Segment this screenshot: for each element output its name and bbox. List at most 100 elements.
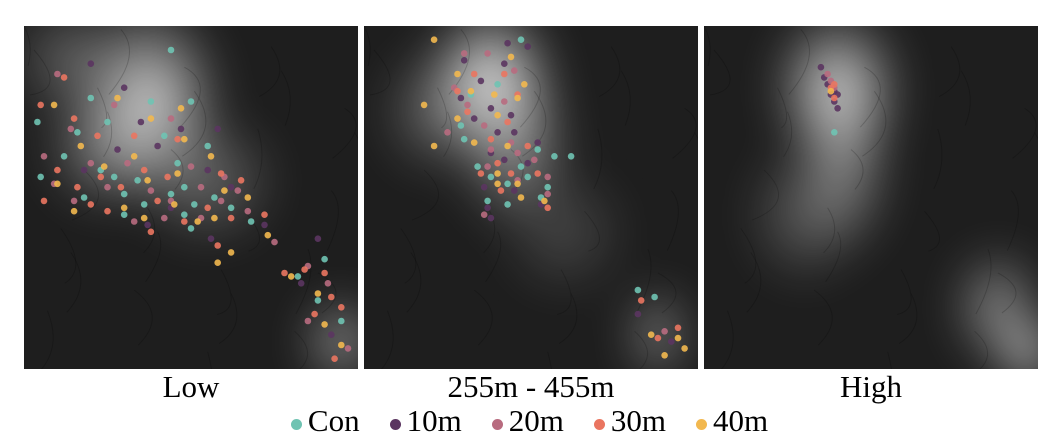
point-low-10m-11 [144,221,151,229]
point-low-20m-24 [304,317,312,325]
legend-swatch-30m [593,418,605,430]
point-high-20m-0 [824,70,831,78]
point-low-30m-3 [94,132,101,140]
legend-label-20m: 20m [508,403,564,438]
point-low-30m-18 [104,207,111,215]
point-low-20m-6 [124,159,131,167]
point-low-30m-2 [70,115,78,122]
point-mid-10m-11 [534,139,541,146]
point-mid-20m-4 [464,101,471,109]
terrain-shading [377,26,692,369]
point-low-20m-3 [167,115,175,122]
point-low-con-17 [167,190,175,198]
point-low-40m-26 [321,321,328,328]
legend-label-10m: 10m [406,403,462,438]
legend-item-40m: 40m [695,403,768,439]
point-mid-40m-5 [491,91,498,98]
point-mid-con-9 [517,163,525,170]
point-low-10m-13 [261,221,268,229]
point-low-30m-27 [328,293,335,301]
point-mid-40m-0 [430,36,438,43]
point-mid-40m-14 [514,180,521,188]
point-low-30m-28 [338,304,345,311]
point-low-40m-22 [214,259,221,266]
point-high-40m-0 [827,87,835,95]
point-low-20m-2 [67,125,75,133]
point-mid-30m-0 [470,70,478,78]
point-low-40m-11 [144,177,151,184]
point-low-10m-14 [297,280,305,287]
point-mid-20m-16 [480,211,488,218]
point-low-30m-15 [87,201,95,208]
point-mid-con-10 [487,173,495,181]
point-low-20m-14 [70,197,78,205]
point-low-40m-0 [50,101,58,109]
point-low-con-26 [120,211,128,218]
point-mid-con-15 [504,201,511,208]
point-low-20m-23 [324,280,332,287]
point-mid-con-17 [634,286,642,294]
point-low-10m-5 [114,146,121,153]
point-low-10m-16 [314,235,322,242]
point-mid-30m-15 [654,334,662,342]
point-mid-40m-10 [504,142,511,150]
point-mid-20m-10 [514,149,521,157]
point-low-con-27 [321,255,328,263]
point-mid-20m-0 [460,50,468,57]
point-low-40m-8 [100,163,108,170]
point-low-20m-16 [217,197,225,205]
point-mid-20m-9 [487,146,495,153]
point-low-10m-1 [120,84,128,91]
point-mid-10m-5 [457,94,465,102]
point-mid-40m-20 [681,345,688,352]
point-low-con-16 [120,190,128,198]
point-mid-con-18 [651,293,658,301]
point-mid-30m-10 [507,170,515,177]
point-low-40m-4 [181,135,188,143]
point-mid-10m-18 [484,204,491,212]
point-mid-40m-2 [454,70,461,78]
point-low-con-15 [181,183,188,191]
point-mid-con-11 [504,180,511,188]
point-mid-30m-2 [454,87,461,95]
point-mid-10m-16 [511,187,518,194]
point-low-40m-5 [77,142,85,150]
point-mid-20m-17 [661,328,668,335]
point-low-20m-0 [54,70,61,78]
point-mid-10m-6 [487,105,495,112]
point-mid-10m-21 [668,338,675,345]
point-mid-con-0 [517,36,525,43]
point-high-10m-0 [817,63,825,71]
legend-swatch-con [290,418,302,430]
point-mid-10m-10 [511,129,518,136]
point-low-10m-9 [227,183,235,191]
point-mid-10m-0 [504,39,511,47]
point-low-30m-29 [311,310,318,318]
point-mid-30m-13 [544,204,551,212]
point-low-30m-22 [147,228,155,236]
point-low-20m-17 [244,207,252,215]
point-mid-10m-15 [480,183,488,191]
point-low-10m-6 [154,142,161,150]
point-low-30m-13 [237,177,245,184]
panel-mid [364,26,698,369]
point-low-40m-14 [70,207,78,215]
point-low-40m-15 [120,204,128,212]
point-mid-30m-9 [477,170,485,177]
point-low-30m-16 [154,197,161,205]
point-low-30m-19 [181,218,188,225]
point-mid-con-14 [484,197,491,205]
legend-swatch-40m [695,418,707,430]
point-mid-con-8 [567,153,575,160]
point-low-30m-26 [321,269,328,277]
point-low-20m-7 [187,163,195,170]
point-mid-con-7 [474,163,481,170]
point-mid-10m-14 [524,159,531,167]
panel-high [704,26,1038,369]
point-low-con-3 [34,118,41,126]
legend-swatch-20m [491,418,503,430]
point-low-20m-1 [110,101,118,109]
point-low-40m-24 [314,290,322,297]
point-mid-con-2 [494,81,501,88]
terrain-ridges [24,26,358,369]
